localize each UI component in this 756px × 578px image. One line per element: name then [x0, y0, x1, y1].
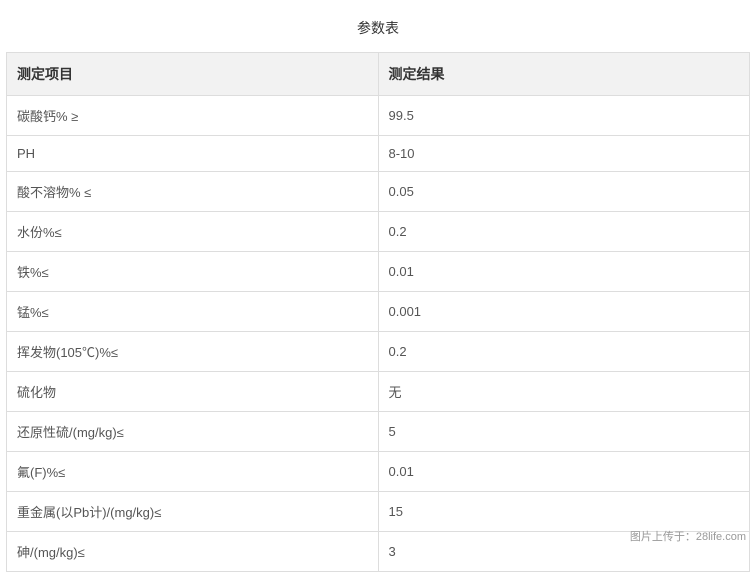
cell-result: 8-10	[378, 136, 750, 172]
cell-item: PH	[7, 136, 379, 172]
cell-item: 酸不溶物% ≤	[7, 172, 379, 212]
table-row: 铁%≤ 0.01	[7, 252, 750, 292]
column-header-result: 测定结果	[378, 53, 750, 96]
cell-result: 0.2	[378, 212, 750, 252]
cell-result: 0.001	[378, 292, 750, 332]
cell-item: 挥发物(105℃)%≤	[7, 332, 379, 372]
table-row: 水份%≤ 0.2	[7, 212, 750, 252]
cell-item: 还原性硫/(mg/kg)≤	[7, 412, 379, 452]
table-body: 碳酸钙% ≥ 99.5 PH 8-10 酸不溶物% ≤ 0.05 水份%≤ 0.…	[7, 96, 750, 572]
cell-item: 水份%≤	[7, 212, 379, 252]
cell-result: 无	[378, 372, 750, 412]
cell-item: 锰%≤	[7, 292, 379, 332]
cell-result: 99.5	[378, 96, 750, 136]
table-title: 参数表	[6, 6, 750, 52]
cell-result: 5	[378, 412, 750, 452]
watermark-text: 图片上传于：28life.com	[630, 528, 746, 544]
cell-result: 0.01	[378, 252, 750, 292]
table-row: 氟(F)%≤ 0.01	[7, 452, 750, 492]
cell-item: 硫化物	[7, 372, 379, 412]
table-row: 硫化物 无	[7, 372, 750, 412]
table-row: 还原性硫/(mg/kg)≤ 5	[7, 412, 750, 452]
cell-item: 重金属(以Pb计)/(mg/kg)≤	[7, 492, 379, 532]
cell-item: 氟(F)%≤	[7, 452, 379, 492]
cell-item: 铁%≤	[7, 252, 379, 292]
table-header-row: 测定项目 测定结果	[7, 53, 750, 96]
table-row: 锰%≤ 0.001	[7, 292, 750, 332]
table-row: PH 8-10	[7, 136, 750, 172]
cell-result: 0.05	[378, 172, 750, 212]
cell-result: 0.01	[378, 452, 750, 492]
table-row: 碳酸钙% ≥ 99.5	[7, 96, 750, 136]
cell-item: 碳酸钙% ≥	[7, 96, 379, 136]
table-row: 重金属(以Pb计)/(mg/kg)≤ 15	[7, 492, 750, 532]
cell-result: 0.2	[378, 332, 750, 372]
table-row: 酸不溶物% ≤ 0.05	[7, 172, 750, 212]
table-row: 挥发物(105℃)%≤ 0.2	[7, 332, 750, 372]
column-header-item: 测定项目	[7, 53, 379, 96]
parameters-table: 测定项目 测定结果 碳酸钙% ≥ 99.5 PH 8-10 酸不溶物% ≤ 0.…	[6, 52, 750, 572]
cell-result: 15	[378, 492, 750, 532]
table-container: 参数表 测定项目 测定结果 碳酸钙% ≥ 99.5 PH 8-10 酸不溶物% …	[0, 0, 756, 578]
